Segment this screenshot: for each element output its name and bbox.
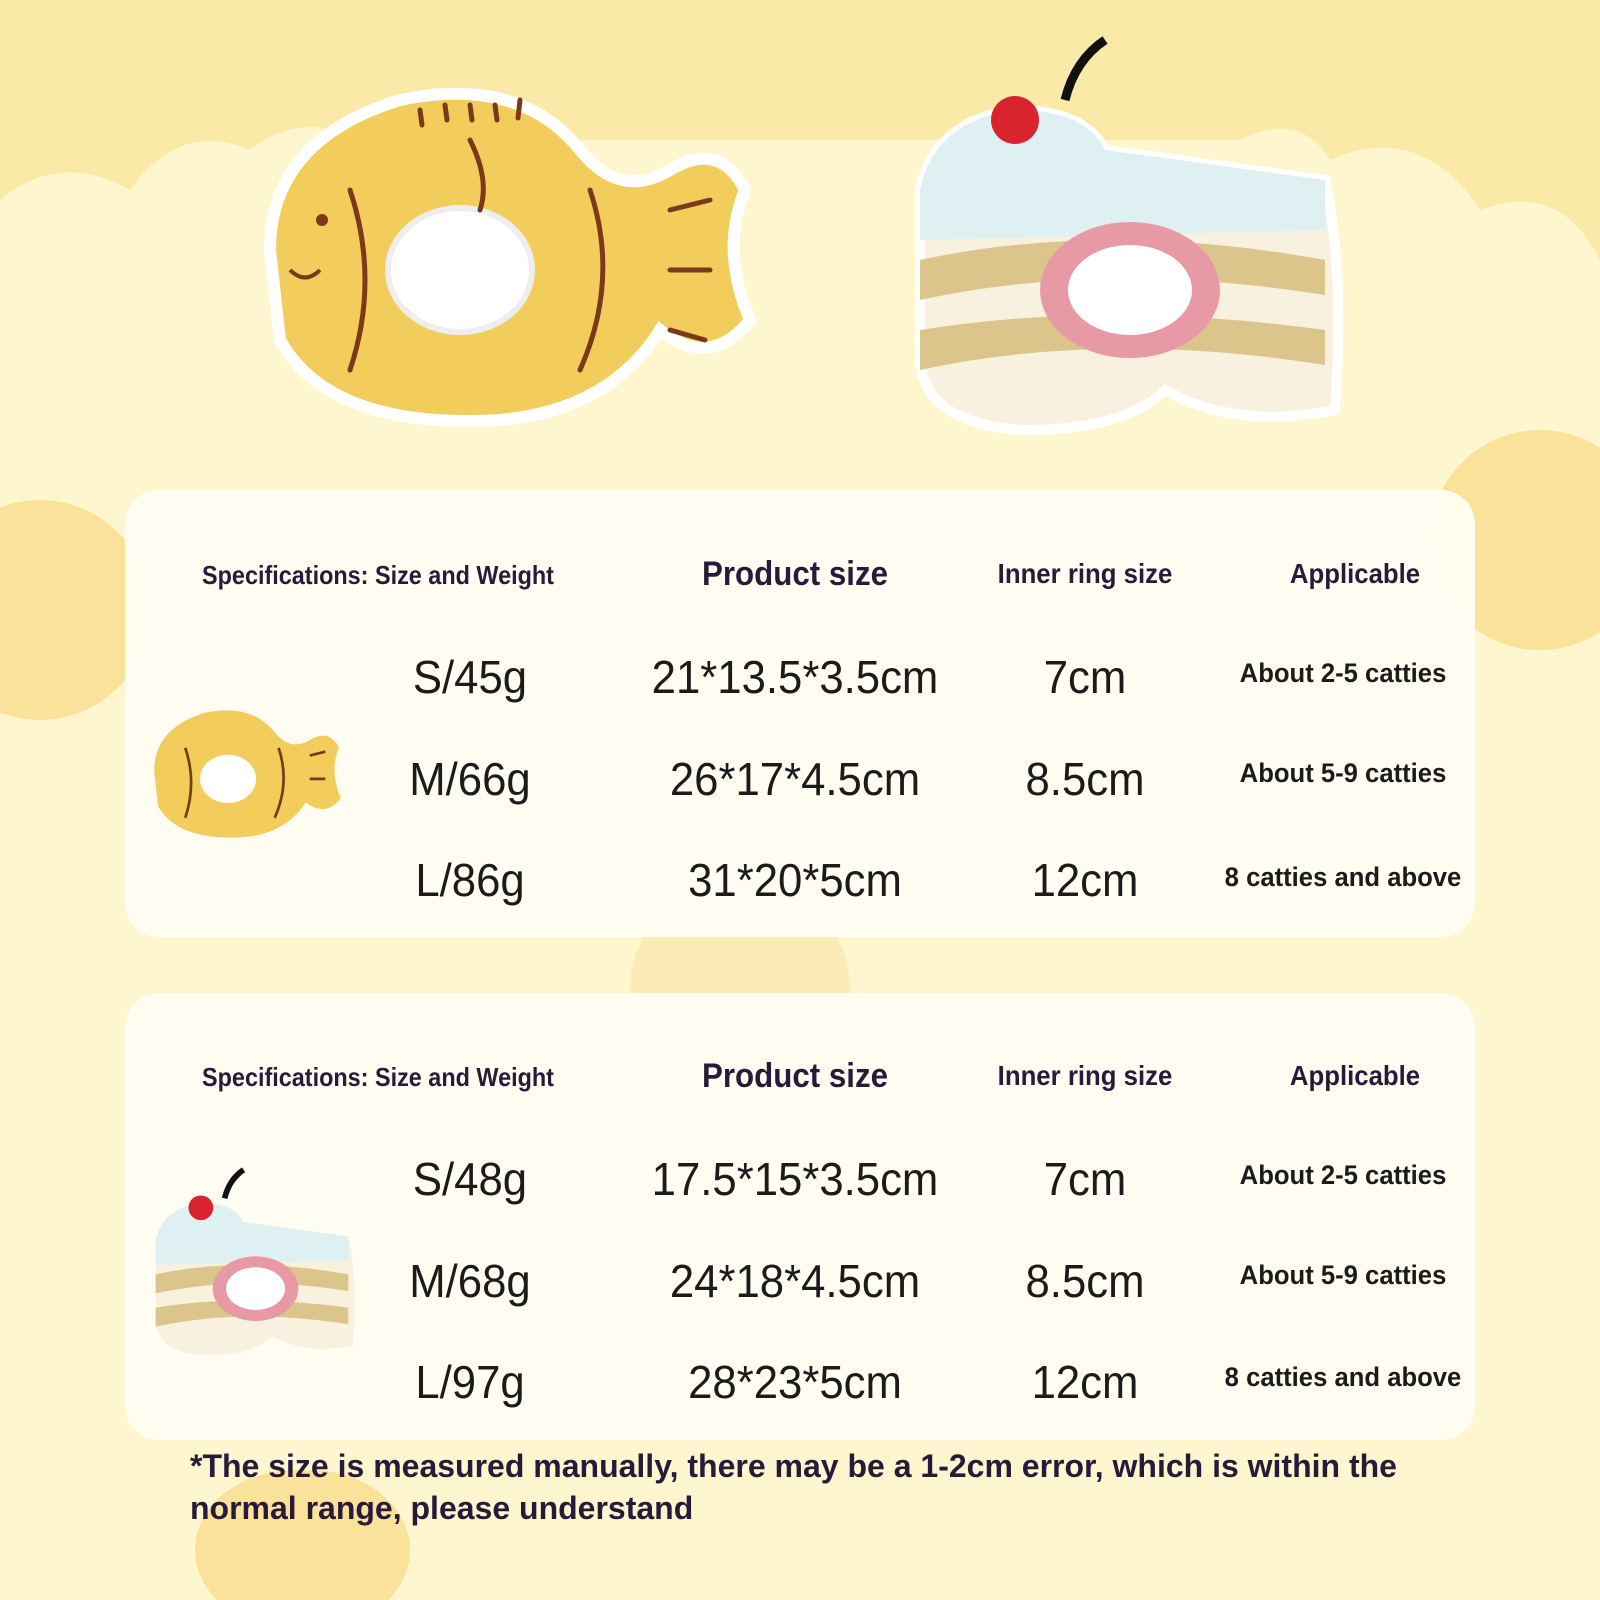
header-product-size: Product size [702,1057,888,1095]
applicable-l: 8 catties and above [1224,1362,1462,1392]
header-inner-ring: Inner ring size [997,1060,1173,1091]
size-l: L/86g [415,854,525,906]
header-spec: Specifications: Size and Weight [202,1062,554,1092]
inner-ring-m: 8.5cm [1025,753,1145,805]
cake-collar-image [915,36,1344,436]
inner-ring-l: 12cm [1031,1356,1139,1408]
header-spec: Specifications: Size and Weight [202,560,554,590]
size-s: S/48g [412,1153,528,1205]
measurement-note: *The size is measured manually, there ma… [190,1448,1397,1526]
header-inner-ring: Inner ring size [997,558,1173,589]
spec-card-fish [125,490,1475,937]
cake-thumbnail [155,1167,355,1356]
applicable-m: About 5-9 catties [1239,758,1447,788]
inner-ring-l: 12cm [1031,854,1139,906]
applicable-m: About 5-9 catties [1239,1260,1447,1290]
header-applicable: Applicable [1289,558,1421,589]
applicable-s: About 2-5 catties [1239,1160,1447,1190]
inner-ring-m: 8.5cm [1025,1255,1145,1307]
applicable-l: 8 catties and above [1224,862,1462,892]
inner-ring-s: 7cm [1043,1153,1127,1205]
fish-thumbnail [154,710,341,838]
product-size-l: 31*20*5cm [688,854,902,906]
size-l: L/97g [415,1356,525,1408]
size-m: M/66g [409,753,531,805]
size-m: M/68g [409,1255,531,1307]
product-size-l: 28*23*5cm [688,1356,902,1408]
applicable-s: About 2-5 catties [1239,658,1447,688]
spec-card-cake [125,993,1475,1440]
fish-collar-image [263,87,757,427]
header-applicable: Applicable [1289,1060,1421,1091]
size-s: S/45g [412,651,528,703]
product-size-s: 21*13.5*3.5cm [651,651,939,703]
product-size-m: 26*17*4.5cm [669,753,921,805]
header-product-size: Product size [702,555,888,593]
inner-ring-s: 7cm [1043,651,1127,703]
product-size-s: 17.5*15*3.5cm [651,1153,939,1205]
product-size-m: 24*18*4.5cm [669,1255,921,1307]
